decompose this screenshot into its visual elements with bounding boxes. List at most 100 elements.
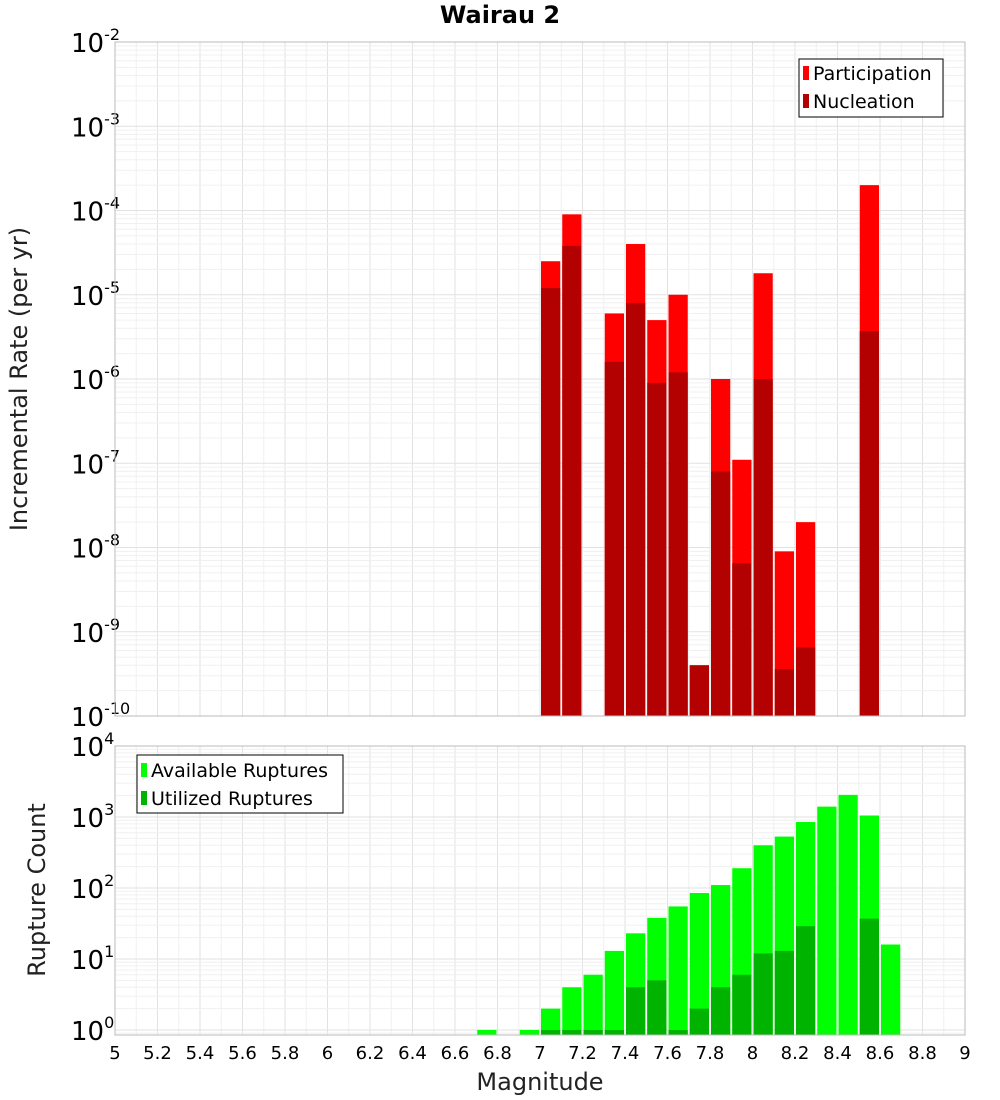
bar-nucleation <box>753 379 773 716</box>
bar-available-ruptures <box>541 1008 561 1035</box>
bar-nucleation <box>796 647 816 716</box>
chart-title: Wairau 2 <box>440 1 560 29</box>
legend-label-nucleation: Nucleation <box>813 91 915 113</box>
bar-available-ruptures <box>583 974 603 1035</box>
bar-utilized-ruptures <box>626 987 646 1035</box>
bar-available-ruptures <box>562 987 582 1035</box>
rate-plot-grid <box>114 41 966 717</box>
y-tick-label: 10-8 <box>71 531 120 565</box>
y-tick-label: 10-6 <box>71 362 120 396</box>
x-tick-label: 7.6 <box>653 1043 682 1064</box>
y-tick-label: 10-2 <box>71 25 120 59</box>
x-tick-label: 9 <box>959 1043 970 1064</box>
x-tick-label: 7.2 <box>568 1043 597 1064</box>
bar-utilized-ruptures <box>541 1029 561 1035</box>
y-tick-label: 101 <box>71 942 114 976</box>
x-tick-label: 5.6 <box>228 1043 257 1064</box>
bar-available-ruptures <box>668 906 688 1035</box>
rate-legend-box <box>798 58 944 118</box>
rate-plot-frame <box>114 41 966 717</box>
x-tick-label: 8 <box>747 1043 758 1064</box>
legend-swatch-utilized-ruptures <box>141 791 147 805</box>
bar-utilized-ruptures <box>604 1029 624 1035</box>
bar-available-ruptures <box>477 1029 497 1035</box>
magnitude-x-axis-label: Magnitude <box>476 1068 603 1096</box>
x-tick-label: 6.4 <box>398 1043 427 1064</box>
y-tick-label: 10-7 <box>71 446 120 480</box>
x-tick-label: 5.8 <box>271 1043 300 1064</box>
legend-label-utilized-ruptures: Utilized Ruptures <box>151 788 313 810</box>
y-tick-label: 10-4 <box>71 194 120 228</box>
bar-nucleation <box>732 563 752 716</box>
bar-nucleation <box>689 665 709 716</box>
legend-label-available-ruptures: Available Ruptures <box>151 760 328 782</box>
legend-label-participation: Participation <box>813 63 932 85</box>
bar-utilized-ruptures <box>668 1029 688 1035</box>
bar-available-ruptures <box>817 806 837 1035</box>
bar-utilized-ruptures <box>774 950 794 1035</box>
magnitude-x-ticks: 5 5.2 5.4 5.6 5.8 6 6.2 6.4 6.6 6.8 7 7.2 7.4 7.6 7.8 8… <box>109 1043 970 1064</box>
bar-available-ruptures <box>881 944 901 1035</box>
bar-nucleation <box>711 471 731 716</box>
bar-nucleation <box>604 361 624 716</box>
rupture-count-legend: Available Ruptures Utilized Ruptures <box>136 754 344 814</box>
y-tick-label: 10-9 <box>71 615 120 649</box>
bar-utilized-ruptures <box>689 1008 709 1035</box>
x-tick-label: 5 <box>109 1043 120 1064</box>
rupture-count-plot: 100 101 102 103 104 5 5.2 5.4 5.6 5.8 6 6.2 6.4 6.6 6… <box>23 729 971 1096</box>
x-tick-label: 7.4 <box>611 1043 640 1064</box>
bar-nucleation <box>774 669 794 716</box>
y-tick-label: 10-3 <box>71 109 120 143</box>
rate-plot-bars <box>541 185 879 717</box>
rate-y-axis-label: Incremental Rate (per yr) <box>5 227 33 531</box>
rupture-count-plot-grid <box>114 745 966 1035</box>
bar-nucleation <box>859 331 879 716</box>
x-tick-label: 7.8 <box>696 1043 725 1064</box>
x-tick-label: 8.2 <box>781 1043 810 1064</box>
rupture-count-y-axis-label: Rupture Count <box>23 803 51 977</box>
bar-utilized-ruptures <box>859 918 879 1035</box>
x-tick-label: 5.2 <box>143 1043 172 1064</box>
bar-available-ruptures <box>519 1029 539 1035</box>
bar-available-ruptures <box>838 794 858 1035</box>
bar-nucleation <box>541 288 561 716</box>
bar-nucleation <box>647 382 667 716</box>
rate-plot-y-ticks: 10-2 10-3 10-4 10-5 10-6 10-7 10-8 10-9 10-10 <box>71 25 130 733</box>
rate-plot: 10-2 10-3 10-4 10-5 10-6 10-7 10-8 10-9 10-10 In… <box>5 25 966 733</box>
bar-utilized-ruptures <box>562 1029 582 1035</box>
x-tick-label: 8.6 <box>866 1043 895 1064</box>
y-tick-label: 104 <box>71 729 114 763</box>
rupture-count-legend-box <box>136 754 344 814</box>
bar-available-ruptures <box>604 950 624 1035</box>
x-tick-label: 5.4 <box>186 1043 215 1064</box>
x-tick-label: 6 <box>322 1043 333 1064</box>
bar-utilized-ruptures <box>753 953 773 1035</box>
x-tick-label: 8.4 <box>823 1043 852 1064</box>
x-tick-label: 6.6 <box>441 1043 470 1064</box>
y-tick-label: 102 <box>71 871 114 905</box>
bar-utilized-ruptures <box>796 926 816 1035</box>
legend-swatch-available-ruptures <box>141 763 147 777</box>
legend-swatch-nucleation <box>803 94 809 108</box>
bar-nucleation <box>562 245 582 716</box>
bar-utilized-ruptures <box>583 1029 603 1035</box>
bar-available-ruptures <box>689 893 709 1035</box>
x-tick-label: 6.8 <box>483 1043 512 1064</box>
rupture-count-plot-frame <box>114 745 966 1036</box>
legend-swatch-participation <box>803 66 809 80</box>
y-tick-label: 10-10 <box>71 699 130 733</box>
rupture-count-plot-y-ticks: 100 101 102 103 104 <box>71 729 114 1047</box>
rupture-count-plot-bars <box>477 794 901 1035</box>
rate-legend: Participation Nucleation <box>798 58 944 118</box>
bar-utilized-ruptures <box>732 974 752 1035</box>
y-tick-label: 100 <box>71 1013 114 1047</box>
bar-utilized-ruptures <box>647 980 667 1035</box>
y-tick-label: 10-5 <box>71 278 120 312</box>
y-tick-label: 103 <box>71 800 114 834</box>
bar-utilized-ruptures <box>711 987 731 1035</box>
bar-nucleation <box>626 302 646 716</box>
x-tick-label: 7 <box>534 1043 545 1064</box>
x-tick-label: 8.8 <box>908 1043 937 1064</box>
bar-nucleation <box>668 372 688 716</box>
